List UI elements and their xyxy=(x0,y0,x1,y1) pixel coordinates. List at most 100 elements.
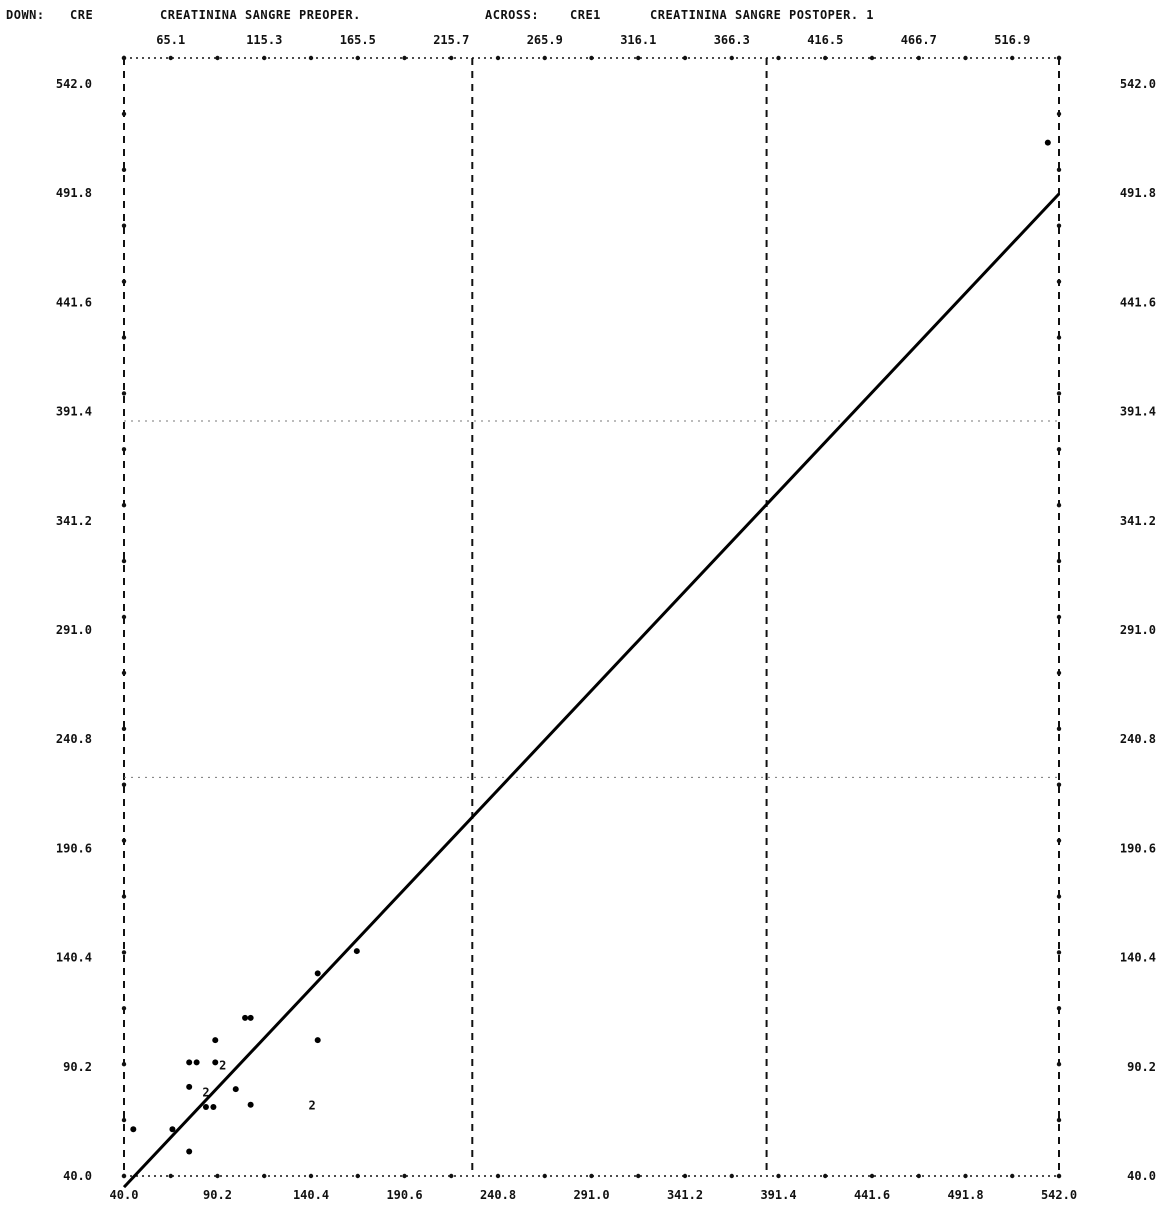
left-tick-dot xyxy=(121,1173,127,1179)
top-tick-dot xyxy=(355,55,360,61)
top-tick-dot xyxy=(308,55,314,61)
top-tick-dot xyxy=(916,55,921,61)
top-tick-dot xyxy=(449,55,454,61)
left-tick-dot xyxy=(121,726,127,731)
right-tick-dot xyxy=(1056,279,1062,284)
top-tick-label: 466.7 xyxy=(901,33,937,47)
right-tick-label: 542.0 xyxy=(1120,77,1156,91)
left-tick-label: 441.6 xyxy=(56,295,92,309)
bottom-tick-dot xyxy=(168,1173,173,1179)
top-tick-dot xyxy=(262,55,267,61)
data-point xyxy=(210,1103,217,1110)
right-tick-label: 240.8 xyxy=(1120,732,1156,746)
top-tick-label: 516.9 xyxy=(994,33,1030,47)
left-tick-label: 140.4 xyxy=(56,951,92,965)
data-point xyxy=(186,1059,193,1066)
down-description: CREATININA SANGRE PREOPER. xyxy=(160,8,361,22)
top-tick-dot xyxy=(168,55,173,61)
top-tick-label: 115.3 xyxy=(246,33,282,47)
bottom-tick-label: 90.2 xyxy=(203,1188,232,1202)
left-tick-dot xyxy=(121,223,127,228)
bottom-tick-label: 291.0 xyxy=(573,1188,609,1202)
left-tick-dot xyxy=(121,894,127,899)
down-label: DOWN: xyxy=(6,8,45,22)
left-tick-label: 341.2 xyxy=(56,514,92,528)
bottom-tick-dot xyxy=(776,1173,781,1179)
left-tick-dot xyxy=(121,55,127,61)
top-tick-dot xyxy=(869,55,875,61)
top-tick-label: 416.5 xyxy=(807,33,843,47)
right-tick-dot xyxy=(1056,670,1062,676)
left-tick-label: 190.6 xyxy=(56,841,92,855)
right-tick-dot xyxy=(1056,726,1062,731)
left-tick-label: 491.8 xyxy=(56,186,92,200)
data-point xyxy=(1044,139,1051,146)
bottom-tick-dot xyxy=(589,1173,594,1179)
right-tick-label: 40.0 xyxy=(1127,1169,1156,1183)
left-tick-dot xyxy=(121,1006,127,1011)
top-tick-label: 65.1 xyxy=(156,33,185,47)
data-point xyxy=(186,1083,193,1090)
bottom-tick-dot xyxy=(308,1173,314,1179)
data-point xyxy=(232,1086,239,1093)
left-tick-dot xyxy=(121,670,127,676)
right-tick-label: 140.4 xyxy=(1120,951,1156,965)
left-tick-dot xyxy=(121,950,127,955)
data-point xyxy=(247,1101,254,1108)
bottom-tick-dot xyxy=(869,1173,875,1179)
left-tick-dot xyxy=(121,503,127,508)
right-tick-dot xyxy=(1056,335,1062,340)
left-tick-label: 90.2 xyxy=(63,1060,92,1074)
top-tick-dot xyxy=(495,55,501,61)
top-tick-dot xyxy=(402,55,407,61)
bottom-tick-dot xyxy=(963,1173,968,1179)
bottom-tick-dot xyxy=(916,1173,921,1179)
left-tick-label: 40.0 xyxy=(63,1169,92,1183)
left-tick-dot xyxy=(121,782,127,787)
data-point-count: 2 xyxy=(219,1059,226,1073)
left-tick-dot xyxy=(121,1117,127,1123)
right-tick-label: 441.6 xyxy=(1120,295,1156,309)
right-tick-dot xyxy=(1056,391,1062,396)
top-tick-dot xyxy=(682,55,688,61)
bottom-tick-dot xyxy=(449,1173,454,1179)
left-tick-label: 240.8 xyxy=(56,732,92,746)
bottom-tick-dot xyxy=(542,1173,547,1179)
bottom-tick-dot xyxy=(636,1173,641,1179)
right-tick-dot xyxy=(1056,1173,1062,1179)
top-tick-dot xyxy=(589,55,594,61)
left-tick-dot xyxy=(121,838,127,843)
right-tick-dot xyxy=(1056,558,1062,564)
top-tick-label: 316.1 xyxy=(620,33,656,47)
bottom-tick-label: 542.0 xyxy=(1041,1188,1077,1202)
right-tick-label: 190.6 xyxy=(1120,841,1156,855)
left-tick-dot xyxy=(121,279,127,284)
top-tick-label: 165.5 xyxy=(340,33,376,47)
right-tick-label: 341.2 xyxy=(1120,514,1156,528)
right-tick-dot xyxy=(1056,111,1062,117)
top-tick-label: 265.9 xyxy=(527,33,563,47)
right-tick-label: 291.0 xyxy=(1120,623,1156,637)
bottom-tick-dot xyxy=(682,1173,688,1179)
left-tick-dot xyxy=(121,447,127,452)
top-tick-dot xyxy=(963,55,968,61)
right-tick-dot xyxy=(1056,223,1062,228)
right-tick-dot xyxy=(1056,894,1062,899)
data-point-count: 2 xyxy=(202,1085,209,1099)
bottom-tick-dot xyxy=(402,1173,407,1179)
bottom-tick-dot xyxy=(262,1173,267,1179)
bottom-tick-label: 40.0 xyxy=(110,1188,139,1202)
bottom-tick-dot xyxy=(729,1173,734,1179)
right-tick-dot xyxy=(1056,838,1062,843)
top-tick-dot xyxy=(1010,55,1015,61)
data-point xyxy=(247,1014,254,1021)
left-tick-label: 391.4 xyxy=(56,405,92,419)
left-tick-label: 291.0 xyxy=(56,623,92,637)
top-tick-dot xyxy=(729,55,734,61)
bottom-tick-label: 441.6 xyxy=(854,1188,890,1202)
across-variable: CRE1 xyxy=(570,8,601,22)
data-point xyxy=(242,1014,249,1021)
left-tick-dot xyxy=(121,558,127,564)
bottom-tick-label: 341.2 xyxy=(667,1188,703,1202)
